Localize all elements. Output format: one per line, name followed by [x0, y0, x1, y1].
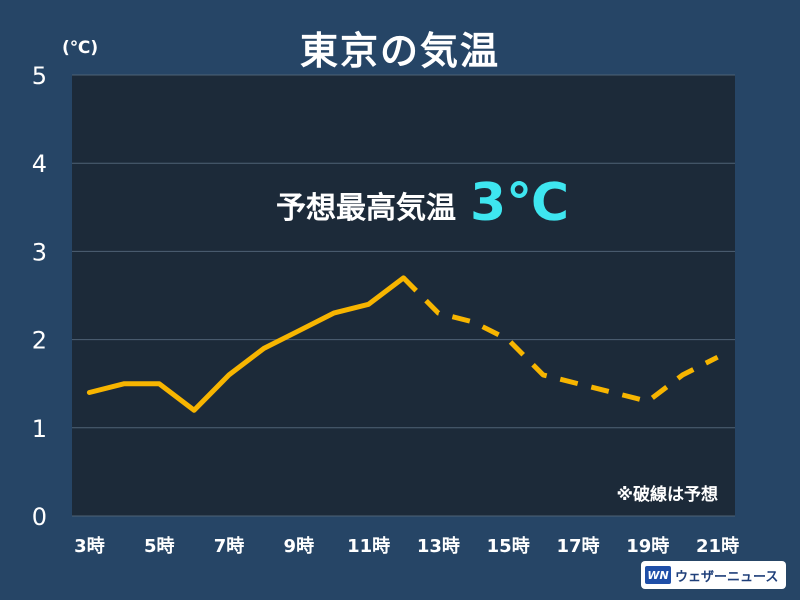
x-tick-label: 19時	[626, 536, 669, 557]
x-tick-label: 9時	[284, 536, 315, 557]
y-axis-unit-label: (℃)	[62, 38, 99, 58]
x-tick-label: 21時	[696, 536, 739, 557]
y-tick-label: 3	[32, 238, 47, 266]
x-tick-label: 13時	[417, 536, 460, 557]
page-title: 東京の気温	[299, 29, 500, 73]
x-tick-label: 7時	[214, 536, 245, 557]
y-tick-label: 0	[32, 503, 47, 531]
forecast-max-value: 3℃	[470, 173, 569, 233]
observed-temperature-line	[86, 275, 406, 413]
x-tick-label: 15時	[487, 536, 530, 557]
forecast-temperature-line	[401, 276, 719, 404]
x-tick-label: 3時	[74, 536, 105, 557]
y-tick-label: 4	[32, 150, 47, 178]
y-tick-label: 2	[32, 327, 47, 355]
x-tick-label: 17時	[556, 536, 599, 557]
forecast-note: ※破線は予想	[616, 484, 718, 505]
x-tick-label: 5時	[144, 536, 175, 557]
y-tick-label: 5	[32, 62, 47, 90]
brand-logo-icon: WN	[645, 566, 671, 584]
x-tick-label: 11時	[347, 536, 390, 557]
y-tick-label: 1	[32, 415, 47, 443]
plot-area	[72, 75, 735, 516]
brand-name: ウェザーニュース	[675, 569, 779, 585]
brand-badge: WN ウェザーニュース	[641, 561, 786, 589]
forecast-max-label: 予想最高気温	[276, 191, 456, 226]
